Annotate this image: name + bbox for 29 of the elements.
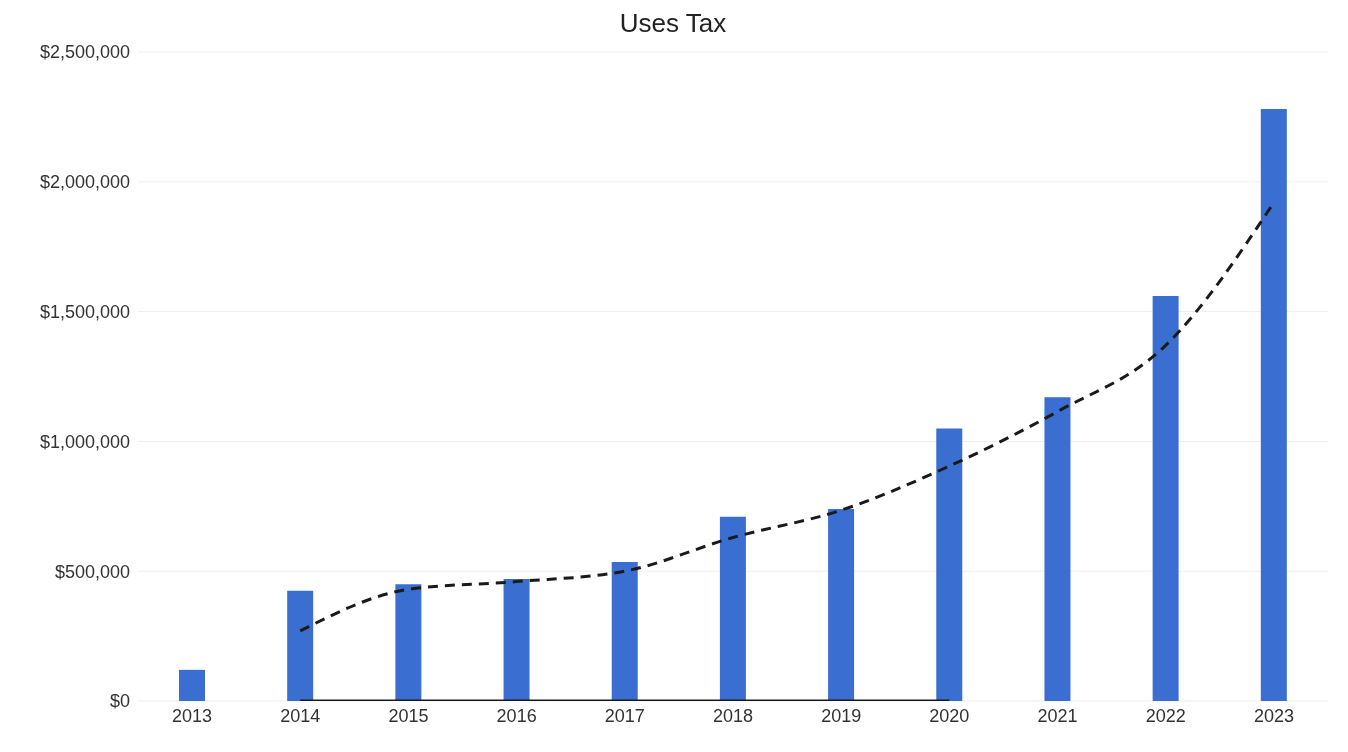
bar xyxy=(287,590,314,701)
x-tick-label: 2016 xyxy=(496,705,537,726)
bar xyxy=(503,578,530,701)
chart-title: Uses Tax xyxy=(618,8,728,40)
bar xyxy=(395,584,422,701)
x-tick-label: 2023 xyxy=(1253,705,1294,726)
y-tick-label: $1,500,000 xyxy=(39,301,130,322)
bar xyxy=(179,669,205,701)
y-tick-label: $2,500,000 xyxy=(39,42,130,63)
x-tick-label: 2013 xyxy=(172,705,213,726)
bar xyxy=(936,428,963,701)
y-tick-label: $1,000,000 xyxy=(39,431,130,452)
x-tick-label: 2020 xyxy=(929,705,970,726)
y-tick-label: $500,000 xyxy=(54,561,130,582)
x-tick-label: 2015 xyxy=(388,705,429,726)
bar xyxy=(1260,109,1287,701)
x-tick-label: 2018 xyxy=(712,705,754,726)
y-tick-label: $2,000,000 xyxy=(39,172,130,193)
x-tick-label: 2017 xyxy=(604,705,645,726)
bar xyxy=(611,562,638,701)
bar xyxy=(828,508,855,701)
x-tick-label: 2022 xyxy=(1145,705,1186,726)
x-tick-label: 2021 xyxy=(1037,705,1078,726)
y-tick-label: $0 xyxy=(109,691,130,712)
bar xyxy=(1152,296,1179,701)
x-tick-label: 2014 xyxy=(280,705,321,726)
bar xyxy=(1044,397,1071,701)
x-tick-label: 2019 xyxy=(821,705,862,726)
bar xyxy=(719,516,746,701)
